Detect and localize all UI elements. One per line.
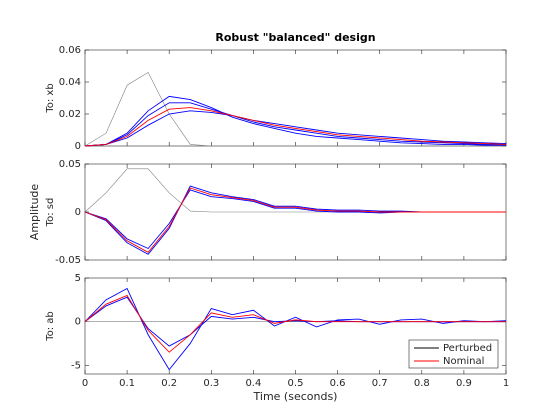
series-line: [84, 187, 506, 253]
x-tick-label: 0.5: [288, 378, 304, 389]
x-axis-label: Time (seconds): [253, 390, 338, 403]
y-tick-label: -5: [71, 360, 81, 371]
x-tick-label: 0.6: [330, 378, 346, 389]
y-tick-label: 0: [75, 317, 81, 328]
y-tick-label: 0.06: [59, 45, 81, 56]
y-tick-label: 5: [75, 273, 81, 284]
y-tick-label: 0.04: [59, 77, 81, 88]
series-line: [84, 102, 506, 147]
x-tick-label: 0.9: [456, 378, 472, 389]
legend-label: Nominal: [443, 356, 484, 367]
axes: [84, 49, 507, 147]
x-tick-label: 0: [82, 378, 88, 389]
series-line: [84, 71, 506, 147]
legend-box: [408, 339, 499, 369]
x-tick-label: 0.1: [119, 378, 135, 389]
x-tick-label: 1: [503, 378, 509, 389]
channel-label: To: xb: [45, 83, 56, 113]
series-line: [84, 294, 506, 353]
y-tick-label: -0.05: [55, 255, 81, 266]
channel-label: To: ab: [45, 311, 56, 342]
y-tick-label: 0: [75, 207, 81, 218]
y-axis-label: Amplitude: [28, 184, 41, 241]
axes: [84, 277, 507, 375]
x-tick-label: 0.8: [414, 378, 430, 389]
series-line: [84, 95, 506, 147]
x-tick-label: 0.4: [245, 378, 261, 389]
x-tick-label: 0.7: [372, 378, 388, 389]
chart-title: Robust "balanced" design: [215, 31, 375, 44]
x-tick-label: 0.2: [161, 378, 177, 389]
series-line: [84, 110, 507, 147]
legend-label: Perturbed: [443, 343, 492, 354]
x-tick-label: 0.3: [203, 378, 219, 389]
series-line: [84, 107, 507, 147]
channel-label: To: sd: [45, 198, 56, 228]
y-tick-label: 0: [75, 141, 81, 152]
y-tick-label: 0.05: [59, 159, 81, 170]
y-tick-label: 0.02: [59, 109, 81, 120]
